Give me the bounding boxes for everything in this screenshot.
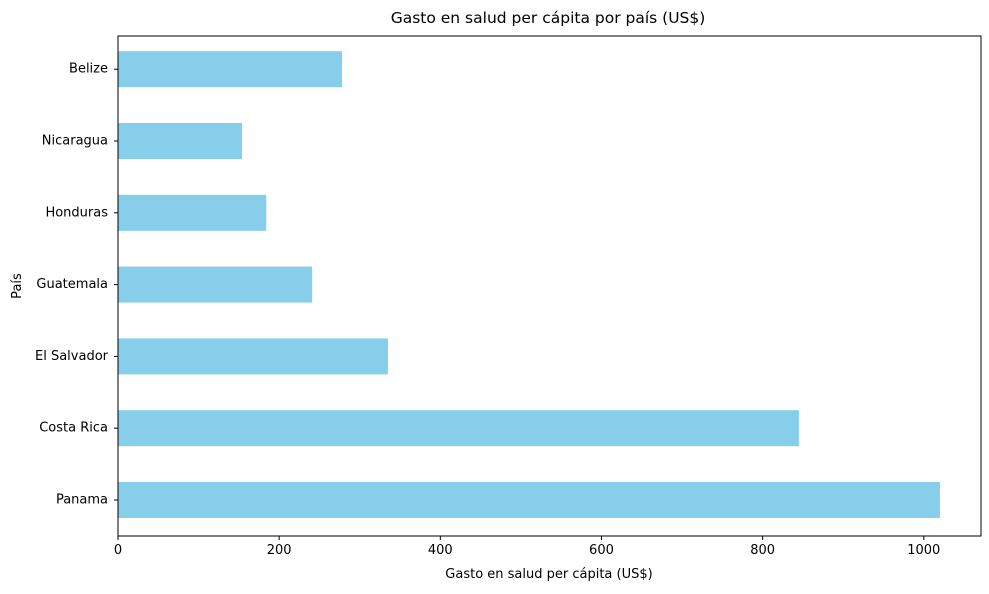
x-tick-label: 600 bbox=[589, 543, 614, 558]
y-tick-label: Costa Rica bbox=[39, 421, 108, 436]
x-tick-label: 1000 bbox=[907, 543, 940, 558]
bar-belize bbox=[118, 51, 343, 88]
y-axis-ticks: Panama Costa Rica El Salvador Guatemala Hond… bbox=[35, 62, 118, 508]
x-tick-label: 400 bbox=[428, 543, 453, 558]
y-axis-label: País bbox=[10, 273, 25, 299]
bar-honduras bbox=[118, 194, 267, 231]
y-tick-label: Honduras bbox=[45, 205, 108, 220]
y-tick-label: Nicaragua bbox=[42, 134, 108, 149]
y-tick-label: Belize bbox=[69, 62, 108, 77]
x-tick-label: 0 bbox=[114, 543, 122, 558]
y-tick-label: El Salvador bbox=[35, 349, 109, 364]
bars-layer bbox=[118, 51, 940, 518]
bar-costa-rica bbox=[118, 410, 799, 447]
bar-el-salvador bbox=[118, 338, 388, 375]
x-axis-label: Gasto en salud per cápita (US$) bbox=[445, 567, 652, 582]
x-tick-label: 200 bbox=[267, 543, 292, 558]
bar-panama bbox=[118, 482, 940, 518]
y-tick-label: Guatemala bbox=[36, 277, 108, 292]
chart-title: Gasto en salud per cápita por país (US$) bbox=[391, 9, 706, 27]
x-tick-label: 800 bbox=[750, 543, 775, 558]
plot-frame bbox=[117, 35, 982, 537]
bar-nicaragua bbox=[118, 123, 243, 159]
x-axis-ticks: 0 200 400 600 800 1000 bbox=[114, 536, 940, 558]
y-tick-label: Panama bbox=[56, 493, 108, 508]
bar-guatemala bbox=[118, 266, 313, 303]
